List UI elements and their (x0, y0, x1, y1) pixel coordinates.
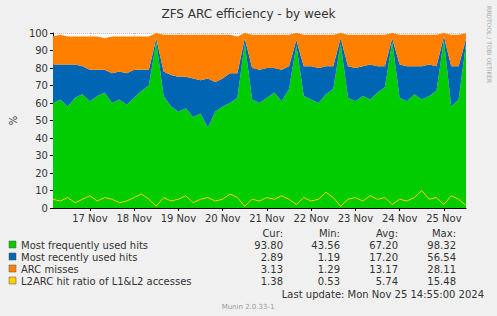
svg-text:Avg:: Avg: (376, 228, 398, 239)
svg-text:17 Nov: 17 Nov (72, 213, 108, 224)
svg-text:67.20: 67.20 (369, 240, 398, 251)
svg-text:56.54: 56.54 (427, 252, 456, 263)
svg-text:80: 80 (35, 63, 48, 74)
svg-text:0.53: 0.53 (318, 276, 340, 287)
svg-text:2.89: 2.89 (261, 252, 283, 263)
svg-text:15.48: 15.48 (427, 276, 456, 287)
svg-text:21 Nov: 21 Nov (249, 213, 285, 224)
svg-text:24 Nov: 24 Nov (382, 213, 418, 224)
svg-text:22 Nov: 22 Nov (293, 213, 329, 224)
svg-text:L2ARC hit ratio of L1&L2 acces: L2ARC hit ratio of L1&L2 accesses (21, 276, 192, 287)
svg-text:Most frequently used hits: Most frequently used hits (21, 240, 148, 251)
svg-text:5.74: 5.74 (376, 276, 398, 287)
svg-text:28.11: 28.11 (427, 264, 456, 275)
svg-text:Max:: Max: (432, 228, 456, 239)
svg-text:Min:: Min: (319, 228, 340, 239)
svg-text:ARC misses: ARC misses (21, 264, 79, 275)
svg-text:3.13: 3.13 (261, 264, 283, 275)
svg-text:ZFS ARC efficiency - by week: ZFS ARC efficiency - by week (161, 7, 335, 21)
svg-text:90: 90 (35, 45, 48, 56)
svg-text:20 Nov: 20 Nov (205, 213, 241, 224)
svg-text:Cur:: Cur: (262, 228, 283, 239)
svg-text:23 Nov: 23 Nov (338, 213, 374, 224)
svg-text:25 Nov: 25 Nov (426, 213, 462, 224)
svg-text:10: 10 (35, 185, 48, 196)
svg-text:20: 20 (35, 168, 48, 179)
svg-text:RRDTOOL / TOBI OETIKER: RRDTOOL / TOBI OETIKER (486, 6, 493, 83)
svg-text:1.19: 1.19 (318, 252, 340, 263)
svg-text:17.20: 17.20 (369, 252, 398, 263)
svg-text:19 Nov: 19 Nov (161, 213, 197, 224)
svg-text:93.80: 93.80 (254, 240, 283, 251)
svg-text:1.29: 1.29 (318, 264, 340, 275)
svg-text:0: 0 (42, 203, 48, 214)
svg-text:Munin 2.0.33-1: Munin 2.0.33-1 (222, 303, 275, 311)
svg-text:50: 50 (35, 115, 48, 126)
svg-text:Most recently used hits: Most recently used hits (21, 252, 137, 263)
svg-text:Last update: Mon Nov 25 14:55:: Last update: Mon Nov 25 14:55:00 2024 (282, 289, 484, 300)
svg-text:70: 70 (35, 80, 48, 91)
svg-text:1.38: 1.38 (261, 276, 283, 287)
svg-text:30: 30 (35, 150, 48, 161)
svg-text:18 Nov: 18 Nov (116, 213, 152, 224)
svg-text:%: % (8, 116, 19, 126)
svg-text:43.56: 43.56 (311, 240, 340, 251)
svg-text:13.17: 13.17 (369, 264, 398, 275)
svg-text:98.32: 98.32 (427, 240, 456, 251)
svg-text:60: 60 (35, 98, 48, 109)
svg-text:40: 40 (35, 133, 48, 144)
svg-text:100: 100 (29, 28, 48, 39)
